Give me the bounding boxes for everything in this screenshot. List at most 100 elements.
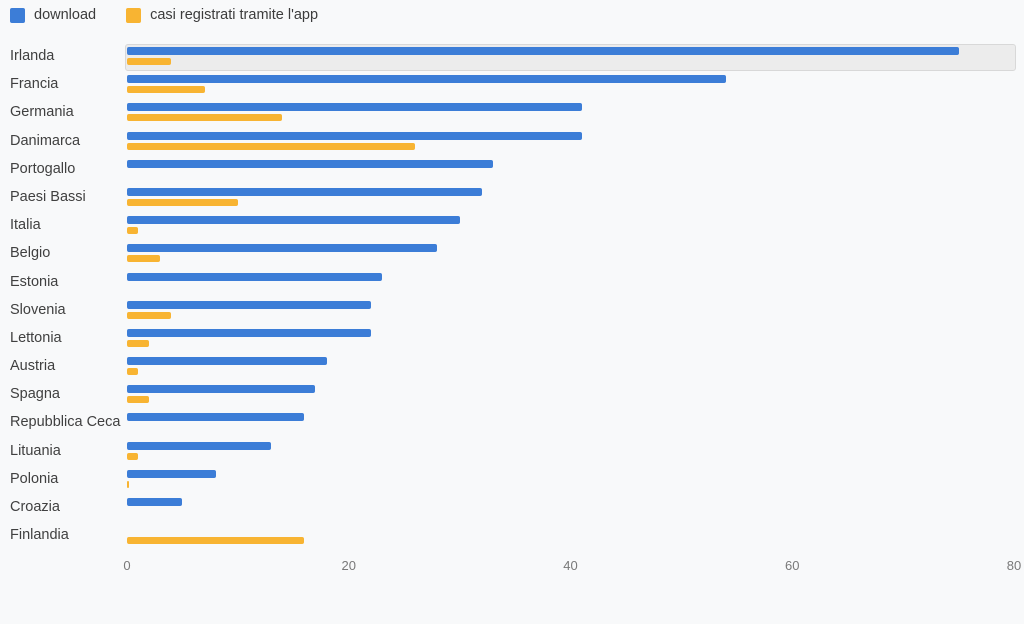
x-axis-tick-label: 80 (1006, 558, 1022, 573)
chart-row[interactable]: Slovenia (0, 298, 1024, 326)
category-label: Finlandia (10, 527, 69, 544)
bars-area (127, 270, 1014, 298)
download-bar[interactable] (127, 131, 582, 140)
download-bar[interactable] (127, 328, 371, 337)
chart-row[interactable]: Italia (0, 213, 1024, 241)
x-axis-tick-label: 40 (563, 558, 578, 573)
download-bar[interactable] (127, 103, 582, 112)
bars-area (127, 439, 1014, 467)
bars-area (127, 213, 1014, 241)
cases-bar[interactable] (127, 255, 161, 263)
cases-bar[interactable] (127, 86, 205, 94)
download-bar[interactable] (127, 75, 726, 84)
legend-label-cases: casi registrati tramite l'app (150, 7, 319, 23)
cases-bar[interactable] (127, 142, 416, 150)
x-axis: 0 20 40 60 80 (123, 558, 1021, 578)
x-axis-tick-label: 20 (341, 558, 356, 573)
cases-bar[interactable] (127, 114, 283, 122)
bars-area (127, 157, 1014, 185)
cases-bar[interactable] (127, 227, 139, 235)
cases-bar[interactable] (127, 480, 130, 488)
download-bar[interactable] (127, 272, 382, 281)
download-bar[interactable] (127, 159, 493, 168)
legend-item-cases[interactable]: casi registrati tramite l'app (126, 7, 318, 23)
bars-area (127, 467, 1014, 495)
bars-area (127, 410, 1014, 438)
download-bar[interactable] (127, 498, 183, 506)
x-axis-tick-label: 60 (785, 558, 800, 573)
category-label: Polonia (10, 470, 59, 487)
download-bar[interactable] (127, 216, 460, 225)
chart-row[interactable]: Danimarca (0, 129, 1024, 157)
chart-row[interactable]: Estonia (0, 270, 1024, 298)
category-label: Lituania (10, 442, 61, 459)
download-bar[interactable] (127, 187, 482, 196)
bars-area (127, 129, 1014, 157)
download-bar[interactable] (127, 413, 305, 422)
cases-bar[interactable] (127, 339, 150, 347)
chart-row[interactable]: Irlanda (0, 44, 1024, 72)
bars-area (127, 241, 1014, 269)
chart-row[interactable]: Paesi Bassi (0, 185, 1024, 213)
download-bar[interactable] (127, 357, 327, 366)
cases-bar[interactable] (127, 396, 150, 404)
category-label: Portogallo (10, 160, 76, 177)
bars-area (127, 298, 1014, 326)
category-label: Austria (10, 358, 56, 375)
download-bar[interactable] (127, 244, 438, 253)
bars-area (125, 44, 1016, 72)
legend-label-download: download (34, 7, 97, 23)
chart-row[interactable]: Lettonia (0, 326, 1024, 354)
bars-area (127, 100, 1014, 128)
chart-row[interactable]: Austria (0, 354, 1024, 382)
x-axis-tick-label: 0 (123, 558, 131, 573)
bars-area (127, 382, 1014, 410)
category-label: Danimarca (10, 132, 81, 149)
bars-area (127, 523, 1014, 551)
bar-rows-container: Irlanda Francia Germania Danimarca Portogall… (0, 44, 1024, 552)
category-label: Belgio (10, 245, 51, 262)
bars-area (127, 185, 1014, 213)
chart-row[interactable]: Polonia (0, 467, 1024, 495)
category-label: Slovenia (10, 301, 66, 318)
category-label: Germania (10, 104, 74, 121)
chart-row[interactable]: Germania (0, 100, 1024, 128)
category-label: Lettonia (10, 329, 62, 346)
cases-bar[interactable] (127, 452, 139, 460)
download-bar[interactable] (127, 47, 959, 55)
chart-row[interactable]: Belgio (0, 241, 1024, 269)
cases-swatch-icon (126, 7, 142, 23)
chart-row[interactable]: Lituania (0, 439, 1024, 467)
download-bar[interactable] (127, 300, 371, 309)
chart-row[interactable]: Finlandia (0, 523, 1024, 551)
cases-bar[interactable] (127, 198, 238, 206)
cases-bar[interactable] (127, 58, 172, 65)
chart-row[interactable]: Spagna (0, 382, 1024, 410)
cases-bar[interactable] (127, 537, 305, 545)
category-label: Irlanda (10, 48, 55, 64)
chart-row[interactable]: Croazia (0, 495, 1024, 523)
chart-row[interactable]: Repubblica Ceca (0, 410, 1024, 438)
chart-legend: download casi registrati tramite l'app (10, 7, 318, 23)
legend-item-download[interactable]: download (10, 7, 96, 23)
cases-bar[interactable] (127, 368, 139, 376)
category-label: Estonia (10, 273, 59, 290)
bars-area (127, 72, 1014, 100)
category-label: Spagna (10, 386, 60, 403)
download-bar[interactable] (127, 441, 272, 450)
download-bar[interactable] (127, 469, 216, 478)
bars-area (127, 326, 1014, 354)
bars-area (127, 495, 1014, 523)
download-bar[interactable] (127, 385, 316, 394)
chart-row[interactable]: Francia (0, 72, 1024, 100)
category-label: Croazia (10, 499, 60, 515)
download-swatch-icon (10, 7, 25, 23)
category-label: Repubblica Ceca (10, 414, 121, 431)
category-label: Paesi Bassi (10, 188, 86, 205)
chart-row[interactable]: Portogallo (0, 157, 1024, 185)
cases-bar[interactable] (127, 311, 172, 319)
category-label: Italia (10, 217, 41, 234)
bars-area (127, 354, 1014, 382)
category-label: Francia (10, 76, 59, 93)
